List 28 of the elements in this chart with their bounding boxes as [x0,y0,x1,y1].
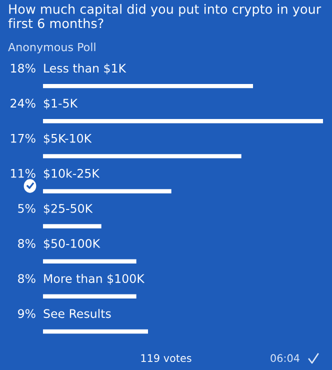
data-label: 11% [11,168,36,178]
y-tick-label: $1-5K [44,98,78,110]
y-tick-label: Less than $1K [44,64,126,74]
data-label: 17% [11,134,36,143]
data-label: 8% [18,274,36,284]
y-tick-label: $10k-25K [44,168,100,180]
bar [43,294,136,299]
data-label: 5% [18,204,36,213]
data-label: 8% [18,239,36,248]
text: 119 votes [141,354,192,362]
bar [43,189,172,194]
bar [43,84,253,88]
y-tick-label: More than $100K [44,274,145,285]
chart-subtitle: Anonymous Poll [8,42,96,54]
data-label: 24% [10,98,36,108]
y-tick-label: $50-100K [44,238,100,250]
data-label: 9% [18,309,36,318]
bar [43,259,136,264]
bar [43,119,323,124]
chart-title: How much capital did you put into crypto in your first 6 months? [8,4,322,28]
y-tick-label: $25-50K [44,204,93,214]
y-tick-label: See Results [44,308,111,318]
bar [43,329,148,334]
data-label: 18% [11,64,36,73]
text: 06:04 [270,354,300,362]
bar [43,154,242,158]
bar [43,224,102,228]
y-tick-label: $5K-10K [44,134,92,144]
